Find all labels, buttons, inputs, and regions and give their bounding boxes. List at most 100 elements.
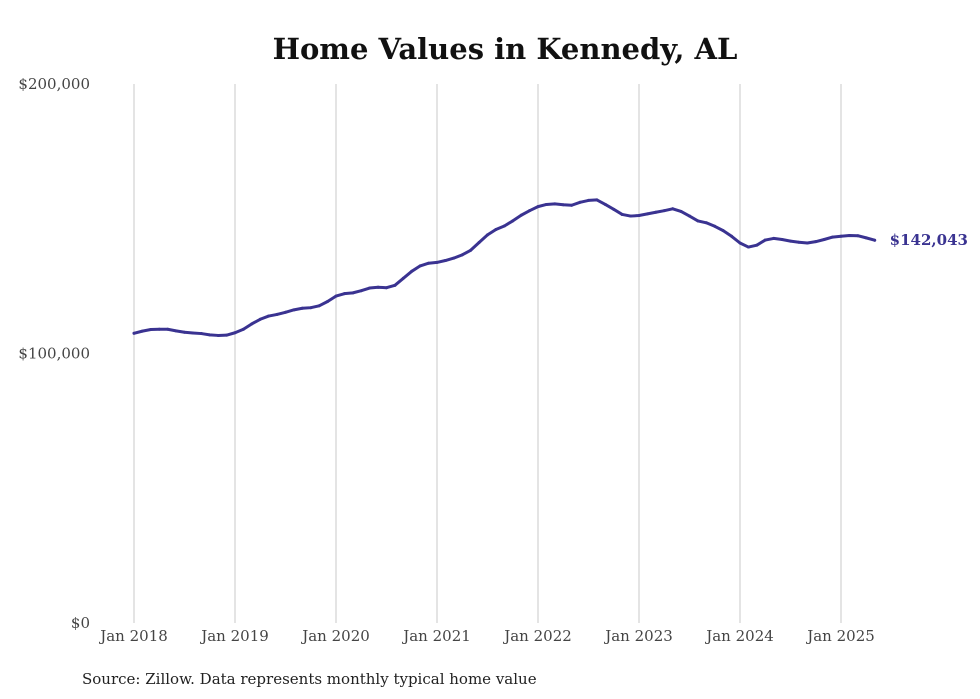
y-tick-label: $200,000 (18, 75, 90, 93)
y-axis-ticks: $0 $100,000 $200,000 (18, 75, 90, 632)
data-point (132, 331, 136, 335)
data-point (342, 292, 346, 296)
data-point (873, 238, 877, 242)
data-point (763, 238, 767, 242)
x-tick-label: Jan 2019 (199, 627, 269, 645)
data-point (460, 253, 464, 257)
data-point (553, 202, 557, 206)
data-point (477, 240, 481, 244)
data-point (267, 314, 271, 318)
data-point (393, 283, 397, 287)
data-point (738, 241, 742, 245)
end-value-label: $142,043 (890, 231, 968, 249)
data-point (351, 291, 355, 295)
data-point (755, 243, 759, 247)
data-point (275, 312, 279, 316)
data-point (721, 229, 725, 233)
x-tick-label: Jan 2021 (401, 627, 471, 645)
data-point (822, 238, 826, 241)
data-point (486, 233, 489, 237)
data-point (199, 332, 203, 336)
data-point (183, 330, 186, 334)
x-tick-label: Jan 2023 (603, 627, 673, 645)
data-point (671, 207, 675, 211)
data-point (519, 213, 523, 217)
data-point (157, 327, 161, 331)
data-point (300, 306, 304, 310)
data-point (730, 234, 734, 238)
data-point (309, 306, 313, 310)
data-point (258, 317, 262, 321)
data-point (385, 286, 388, 290)
data-point (528, 209, 532, 213)
data-point (704, 221, 708, 225)
x-axis-ticks: Jan 2018 Jan 2019 Jan 2020 Jan 2021 Jan 2022… (98, 627, 875, 645)
data-point (376, 285, 380, 289)
data-point (418, 264, 422, 268)
data-point (856, 234, 860, 238)
data-point (578, 200, 582, 204)
data-point (469, 248, 473, 252)
data-point (284, 310, 287, 314)
data-point (603, 202, 607, 206)
data-point (789, 239, 792, 243)
data-point (241, 327, 245, 331)
series-line (132, 198, 877, 337)
data-point (191, 331, 195, 335)
data-point (368, 286, 372, 290)
chart-title: Home Values in Kennedy, AL (273, 32, 738, 66)
data-point (839, 234, 843, 238)
data-point (410, 269, 414, 273)
y-tick-label: $0 (71, 614, 90, 632)
data-point (805, 241, 809, 245)
data-point (208, 333, 212, 337)
data-point (544, 202, 548, 206)
data-point (233, 331, 237, 335)
data-point (595, 198, 599, 202)
data-point (452, 256, 456, 260)
data-point (570, 203, 574, 207)
data-point (713, 224, 717, 228)
data-point (679, 209, 683, 213)
y-tick-label: $100,000 (18, 345, 90, 363)
data-point (359, 289, 363, 293)
data-point (587, 198, 590, 202)
x-tick-label: Jan 2018 (98, 627, 168, 645)
data-point (864, 236, 868, 240)
data-point (166, 327, 170, 331)
data-point (334, 294, 338, 298)
data-point (772, 236, 776, 240)
data-point (292, 308, 296, 312)
data-point (443, 259, 447, 263)
data-point (814, 240, 818, 244)
data-point (494, 228, 498, 232)
data-point (620, 212, 624, 216)
data-point (780, 238, 784, 241)
data-point (629, 214, 633, 218)
data-point (317, 304, 321, 308)
data-point (645, 212, 649, 216)
data-point (612, 207, 616, 211)
data-point (401, 276, 405, 280)
x-tick-label: Jan 2020 (300, 627, 370, 645)
data-point (688, 214, 691, 218)
data-point (831, 235, 835, 239)
data-point (847, 233, 851, 237)
x-tick-label: Jan 2025 (805, 627, 875, 645)
x-tick-label: Jan 2024 (704, 627, 774, 645)
data-point (225, 333, 229, 337)
data-point (174, 329, 178, 333)
data-point (502, 224, 506, 228)
data-point (696, 219, 700, 223)
data-point (427, 261, 431, 265)
data-point (536, 205, 540, 209)
data-point (654, 210, 658, 214)
data-points (132, 198, 877, 337)
data-point (797, 240, 801, 244)
data-point (140, 329, 144, 333)
data-point (746, 245, 750, 249)
data-point (637, 214, 641, 218)
x-tick-label: Jan 2022 (502, 627, 572, 645)
data-point (561, 203, 565, 207)
